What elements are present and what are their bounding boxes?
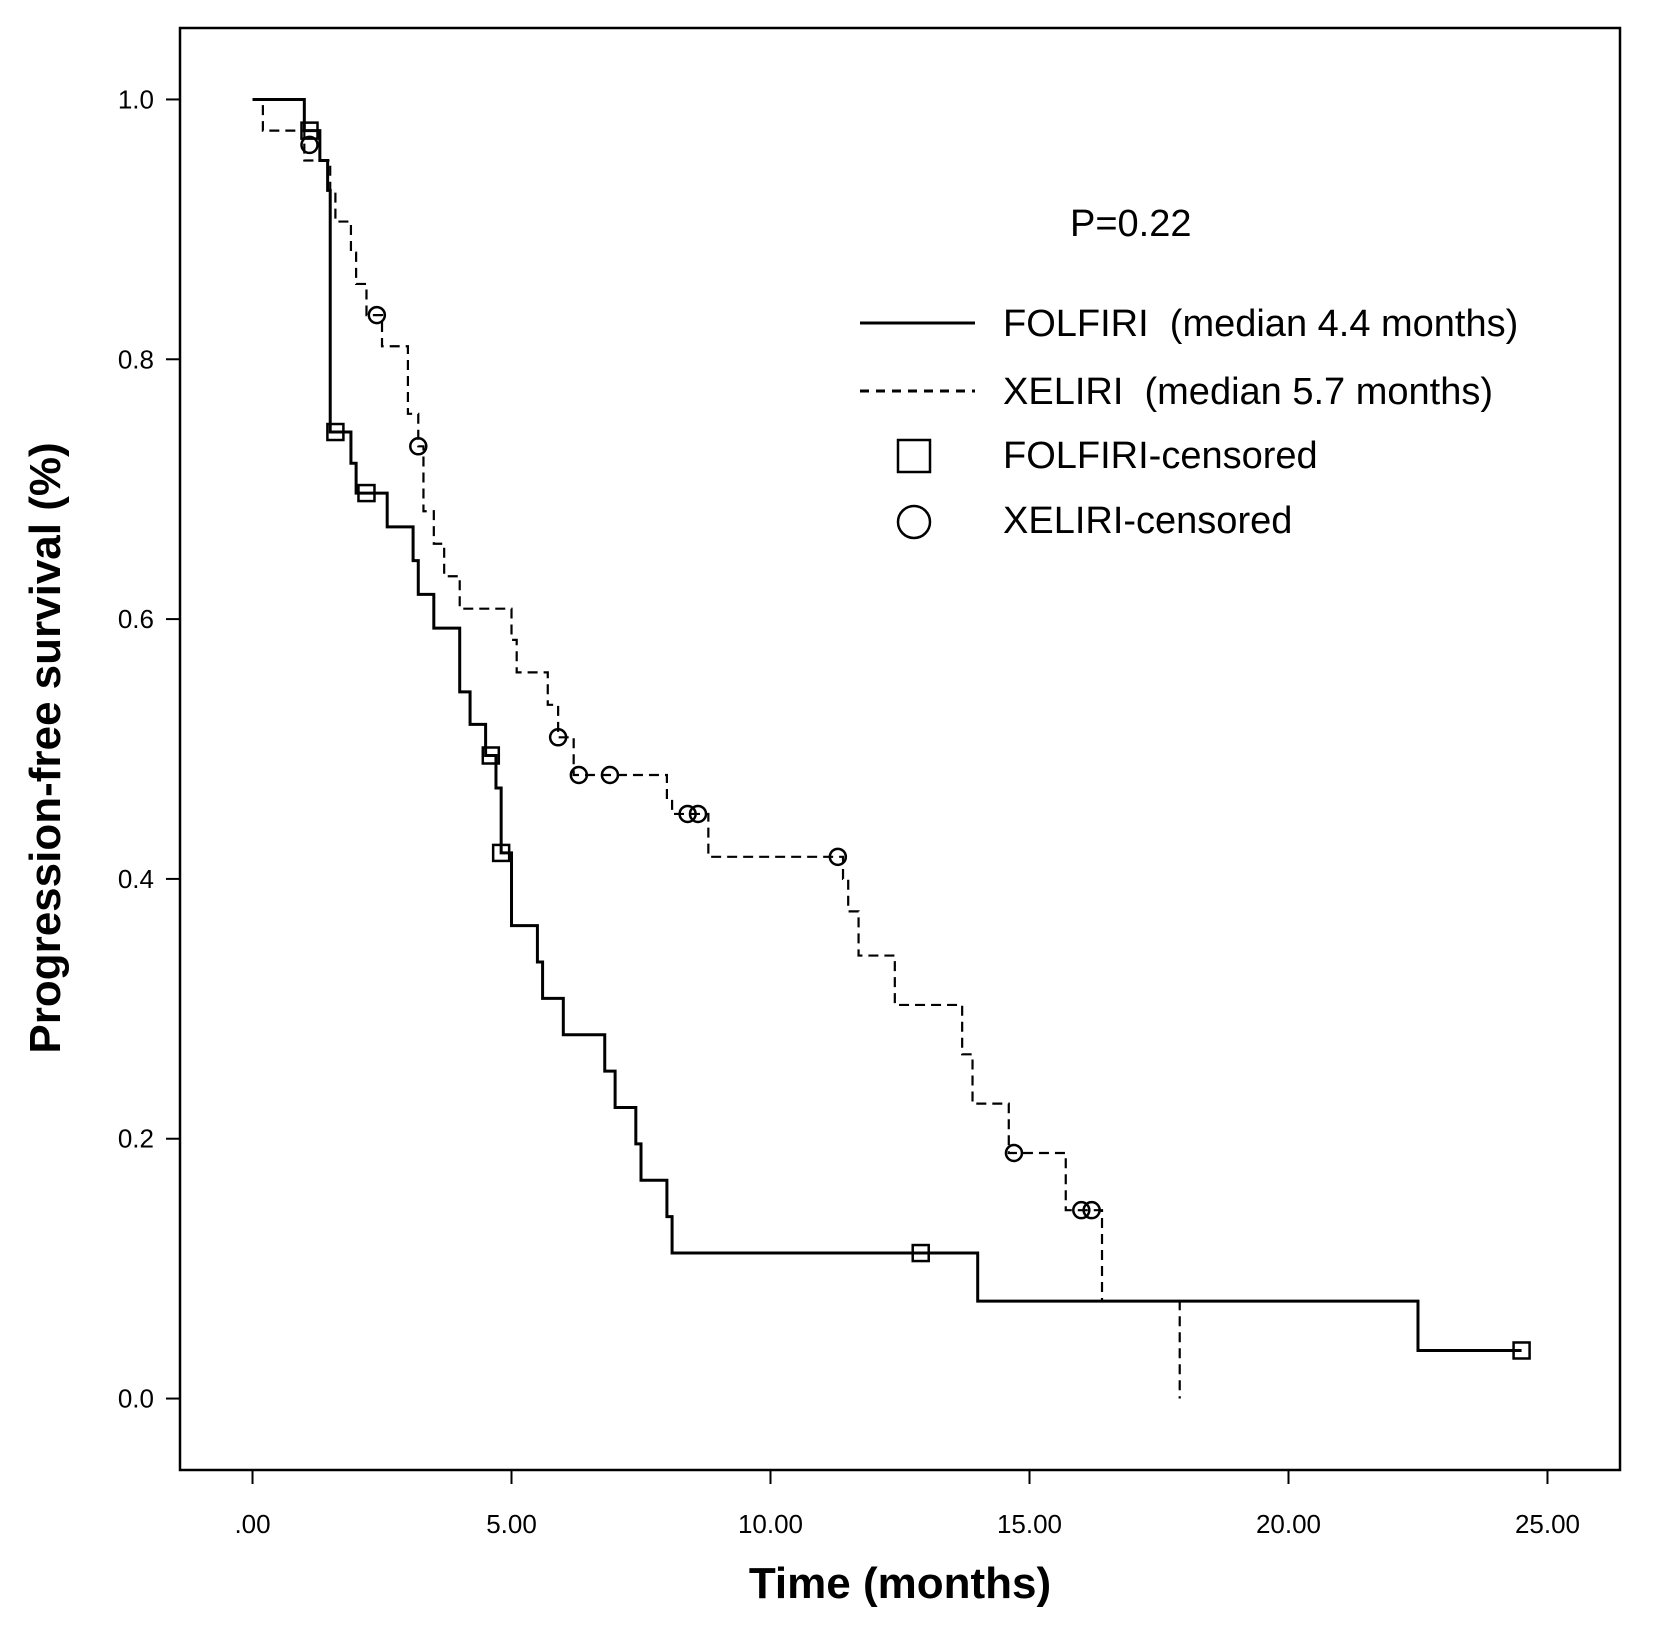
x-tick-label: 15.00 xyxy=(997,1509,1062,1539)
p-value-annotation: P=0.22 xyxy=(1070,203,1192,245)
censor-marker-circle xyxy=(300,135,319,155)
censor-marker-circle xyxy=(1004,1143,1024,1163)
legend-symbol-circle xyxy=(896,504,932,540)
censor-marker-circle xyxy=(688,804,708,824)
x-tick-label: 10.00 xyxy=(738,1509,803,1539)
x-tick-label: 5.00 xyxy=(486,1509,537,1539)
censor-marker-square xyxy=(491,843,511,863)
y-tick-label: 0.2 xyxy=(118,1124,154,1154)
censor-marker-circle xyxy=(600,765,620,785)
legend-label-folfiri-censored: FOLFIRI-censored xyxy=(1003,435,1318,477)
censor-marker-circle xyxy=(1072,1200,1091,1220)
legend: FOLFIRI (median 4.4 months) XELIRI (medi… xyxy=(860,303,1518,542)
y-tick-label: 0.0 xyxy=(118,1384,154,1414)
y-tick-label: 0.4 xyxy=(118,864,154,894)
y-axis: 0.0 0.2 0.4 0.6 0.8 1.0 xyxy=(118,84,180,1414)
censor-marker-square xyxy=(1512,1341,1531,1360)
legend-symbol-square xyxy=(896,438,932,474)
legend-label-folfiri: FOLFIRI (median 4.4 months) xyxy=(1003,303,1518,345)
y-tick-label: 0.6 xyxy=(118,604,154,634)
series-line-folfiri xyxy=(252,97,1522,1352)
censor-layer xyxy=(300,121,1531,1360)
censor-marker-circle xyxy=(569,765,589,785)
y-tick-label: 1.0 xyxy=(118,84,154,114)
y-tick-label: 0.8 xyxy=(118,344,154,374)
series-layer xyxy=(252,97,1522,1399)
censor-marker-square xyxy=(357,483,376,503)
censor-marker-square xyxy=(481,746,501,765)
y-axis-title: Progression-free survival (%) xyxy=(21,442,70,1053)
censor-marker-square xyxy=(911,1243,930,1263)
censor-marker-square xyxy=(300,121,319,140)
plot-frame xyxy=(178,26,1622,1472)
x-tick-label: 25.00 xyxy=(1515,1509,1580,1539)
legend-label-xeliri: XELIRI (median 5.7 months) xyxy=(1003,371,1493,413)
x-axis-title: Time (months) xyxy=(749,1559,1051,1608)
censor-marker-circle xyxy=(828,847,848,867)
censor-marker-circle xyxy=(367,305,387,325)
censor-marker-circle xyxy=(409,437,428,456)
censor-marker-circle xyxy=(548,728,568,747)
censor-marker-circle xyxy=(1082,1200,1101,1220)
series-line-xeliri xyxy=(252,98,1181,1399)
censor-marker-square xyxy=(326,422,345,442)
x-tick-label: 20.00 xyxy=(1256,1509,1321,1539)
x-axis: .00 5.00 10.00 15.00 20.00 25.00 xyxy=(234,1470,1580,1539)
censor-marker-circle xyxy=(678,804,697,824)
legend-label-xeliri-censored: XELIRI-censored xyxy=(1003,500,1292,542)
x-tick-label: .00 xyxy=(234,1509,270,1539)
